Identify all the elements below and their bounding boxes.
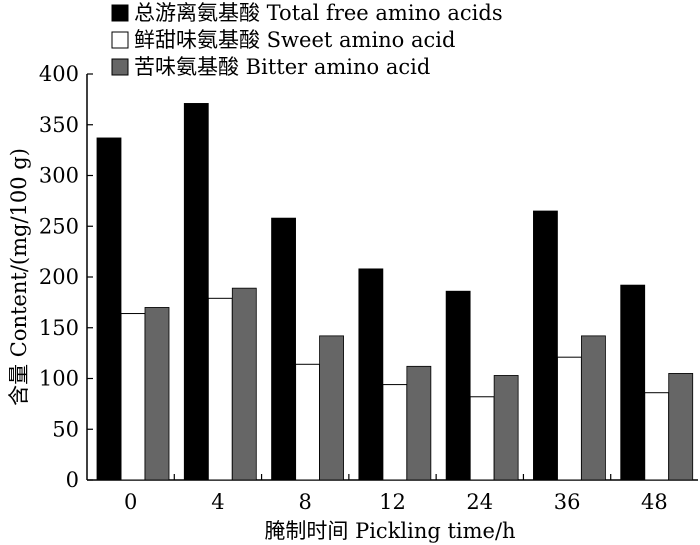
bar-series-1-cat-24	[469, 396, 495, 481]
x-tick-label: 24	[466, 490, 493, 514]
x-axis-title: 腌制时间 Pickling time/h	[264, 519, 515, 543]
y-tick-label: 0	[66, 468, 79, 492]
bar-series-2-cat-48	[668, 373, 694, 481]
bar-series-2-cat-4	[231, 287, 257, 481]
y-tick-label: 50	[52, 417, 79, 441]
bar-series-1-cat-36	[556, 356, 582, 481]
bar-series-0-cat-48	[620, 284, 646, 481]
bar-series-2-cat-36	[581, 335, 606, 481]
y-tick-label: 350	[39, 113, 79, 137]
bar-series-1-cat-4	[207, 297, 233, 481]
bar-series-0-cat-4	[183, 103, 209, 481]
bar-series-2-cat-12	[406, 365, 432, 481]
legend: 总游离氨基酸 Total free amino acids 鲜甜味氨基酸 Swee…	[111, 1, 503, 79]
bar-series-2-cat-24	[493, 375, 519, 481]
bar-series-0-cat-12	[358, 268, 384, 481]
legend-swatch	[111, 4, 129, 22]
legend-swatch	[111, 58, 129, 76]
bar-series-1-cat-48	[644, 392, 670, 481]
x-tick-label: 8	[299, 490, 312, 514]
y-tick-label: 150	[39, 316, 79, 340]
bar-series-1-cat-0	[120, 313, 146, 481]
bar-series-0-cat-8	[271, 217, 296, 481]
legend-label: 苦味氨基酸 Bitter amino acid	[134, 55, 430, 79]
x-tick-label: 4	[211, 490, 224, 514]
y-tick-label: 300	[39, 164, 79, 188]
y-tick-label: 100	[39, 367, 79, 391]
y-tick-label: 200	[39, 265, 79, 289]
bar-series-2-cat-0	[144, 307, 170, 481]
bar-series-0-cat-36	[533, 210, 558, 481]
legend-swatch	[111, 31, 129, 49]
y-tick-label: 250	[39, 214, 79, 238]
bar-series-0-cat-24	[445, 290, 471, 481]
bar-series-0-cat-0	[96, 137, 122, 481]
x-tick-label: 0	[124, 490, 137, 514]
bar-series-2-cat-8	[319, 335, 344, 481]
bars	[96, 103, 694, 481]
x-tick-label: 48	[641, 490, 668, 514]
y-tick-label: 400	[39, 62, 79, 86]
x-tick-label: 12	[379, 490, 406, 514]
legend-label: 总游离氨基酸 Total free amino acids	[134, 1, 503, 25]
x-tick-label: 36	[554, 490, 581, 514]
bar-series-1-cat-8	[295, 363, 321, 481]
y-axis-title: 含量 Content/(mg/100 g)	[7, 148, 31, 406]
bar-series-1-cat-12	[382, 384, 408, 481]
legend-label: 鲜甜味氨基酸 Sweet amino acid	[134, 28, 455, 52]
